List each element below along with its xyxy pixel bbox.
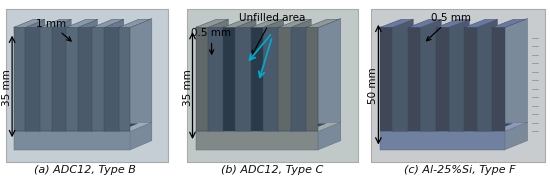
Bar [290, 27, 306, 131]
Polygon shape [492, 19, 526, 27]
Text: 1 mm: 1 mm [36, 19, 71, 41]
Bar [78, 27, 92, 131]
Polygon shape [235, 19, 256, 131]
Polygon shape [25, 123, 59, 131]
Polygon shape [40, 19, 71, 27]
Bar [92, 27, 104, 131]
Bar [52, 27, 66, 131]
Polygon shape [251, 19, 284, 27]
Polygon shape [477, 123, 513, 131]
Polygon shape [306, 19, 339, 27]
Polygon shape [263, 19, 284, 131]
Polygon shape [448, 123, 485, 131]
Polygon shape [380, 122, 527, 131]
Bar [196, 131, 318, 150]
Bar [196, 27, 208, 131]
Bar [119, 27, 130, 131]
Polygon shape [448, 19, 470, 131]
Bar [448, 27, 464, 131]
Polygon shape [436, 19, 470, 27]
Bar [464, 27, 477, 131]
Text: 35 mm: 35 mm [2, 69, 12, 106]
Polygon shape [52, 19, 71, 131]
Polygon shape [14, 19, 45, 27]
Bar [251, 27, 263, 131]
Bar [420, 27, 436, 131]
Bar [187, 9, 358, 162]
Polygon shape [196, 122, 341, 131]
Text: 50 mm: 50 mm [368, 67, 378, 104]
Polygon shape [380, 19, 414, 27]
Bar [66, 27, 78, 131]
Polygon shape [130, 18, 152, 150]
Polygon shape [477, 19, 498, 131]
Polygon shape [92, 19, 124, 27]
Polygon shape [223, 19, 256, 27]
Bar [187, 9, 358, 162]
Bar [25, 27, 40, 131]
Polygon shape [235, 123, 271, 131]
Polygon shape [208, 123, 244, 131]
Polygon shape [66, 19, 97, 27]
Bar [278, 27, 290, 131]
Bar [306, 27, 318, 131]
Bar [380, 131, 505, 150]
Text: 0.5 mm: 0.5 mm [191, 28, 232, 54]
Bar [14, 27, 25, 131]
Polygon shape [318, 18, 341, 150]
Bar [235, 27, 251, 131]
Polygon shape [392, 123, 429, 131]
Polygon shape [119, 19, 150, 27]
Text: (c) Al-25%Si, Type F: (c) Al-25%Si, Type F [404, 165, 515, 175]
Bar [436, 27, 448, 131]
Bar [492, 27, 505, 131]
Polygon shape [208, 19, 228, 131]
Text: 0.5 mm: 0.5 mm [427, 13, 471, 41]
Polygon shape [78, 19, 97, 131]
Polygon shape [263, 123, 299, 131]
Polygon shape [420, 123, 457, 131]
Polygon shape [290, 19, 311, 131]
Bar [392, 27, 408, 131]
Polygon shape [14, 122, 152, 131]
Polygon shape [104, 123, 139, 131]
Bar [104, 27, 119, 131]
Polygon shape [420, 19, 442, 131]
Bar [223, 27, 235, 131]
Bar [477, 27, 492, 131]
Polygon shape [52, 123, 86, 131]
Polygon shape [505, 18, 527, 150]
Bar [6, 9, 168, 162]
Bar [371, 9, 544, 162]
Bar [40, 27, 52, 131]
Polygon shape [25, 19, 45, 131]
Text: (b) ADC12, Type C: (b) ADC12, Type C [221, 165, 323, 175]
Bar [371, 9, 544, 162]
Text: (a) ADC12, Type B: (a) ADC12, Type B [34, 165, 136, 175]
Bar [6, 9, 168, 162]
Polygon shape [464, 19, 498, 27]
Bar [14, 131, 130, 150]
Polygon shape [408, 19, 442, 27]
Polygon shape [104, 19, 124, 131]
Polygon shape [196, 19, 228, 27]
Polygon shape [78, 123, 112, 131]
Text: 35 mm: 35 mm [183, 69, 192, 106]
Polygon shape [392, 19, 414, 131]
Text: Unfilled area: Unfilled area [239, 13, 305, 55]
Bar [263, 27, 278, 131]
Bar [408, 27, 420, 131]
Polygon shape [278, 19, 311, 27]
Bar [208, 27, 223, 131]
Bar [380, 27, 392, 131]
Polygon shape [290, 123, 327, 131]
